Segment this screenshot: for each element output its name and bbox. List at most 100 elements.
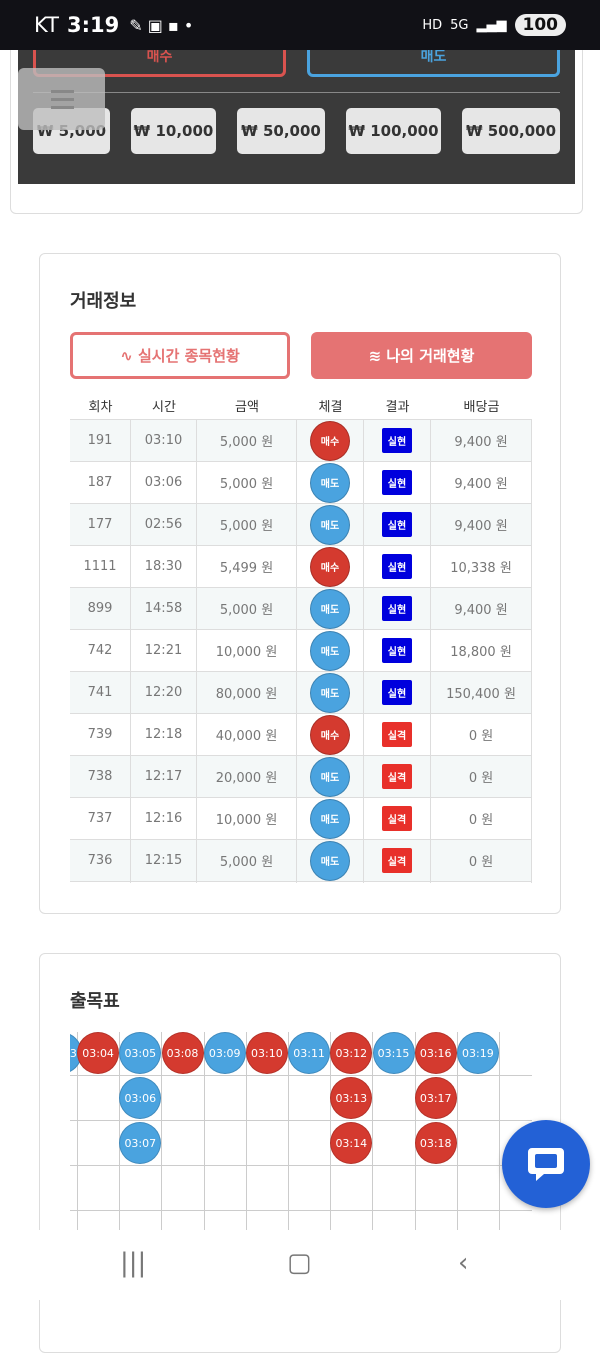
cell-time: 12:21: [131, 630, 197, 671]
buy-label: 매수: [146, 49, 173, 65]
cell-execution: 매도: [297, 630, 364, 671]
cell-amount: 10,000 원: [197, 798, 297, 839]
section-title: 출목표: [70, 991, 120, 1012]
result-badge: 실현: [381, 680, 413, 705]
cell-round: 899: [70, 588, 131, 629]
result-badge: 실격: [381, 722, 413, 747]
cell-execution: 매수: [297, 546, 364, 587]
amount-button-50000[interactable]: ₩ 50,000: [237, 108, 325, 154]
execution-badge: 매도: [310, 630, 350, 671]
cell-time: 12:17: [131, 756, 197, 797]
result-ball-sell: 03:05: [119, 1032, 162, 1074]
amount-button-10000[interactable]: ₩ 10,000: [131, 108, 216, 154]
cell-result: 실격: [364, 798, 431, 839]
table-row: 737 12:16 10,000 원 매도 실격 0 원: [70, 798, 532, 840]
result-ball-sell: 03:19: [456, 1032, 499, 1074]
cell-payout: 18,800 원: [431, 630, 532, 671]
cell-time: 18:30: [131, 546, 197, 587]
cell-payout: 0 원: [431, 714, 532, 755]
grid-line: [119, 1032, 121, 1232]
column-header: 회차: [88, 400, 113, 415]
carrier: KT: [34, 13, 59, 37]
cell-time: 12:15: [131, 840, 197, 881]
cell-round: 177: [70, 504, 131, 545]
cell-result: 실현: [364, 420, 431, 461]
grid-line: [70, 1210, 532, 1211]
cell-payout: 9,400 원: [431, 462, 532, 503]
execution-badge: 매수: [310, 714, 350, 755]
table-header: 회차 시간 금액 체결 결과 배당금: [70, 396, 532, 415]
result-ball-buy: 03:14: [330, 1122, 373, 1164]
home-icon[interactable]: ▢: [287, 1248, 312, 1278]
amount-button-500000[interactable]: ₩ 500,000: [462, 108, 560, 154]
cell-execution: 매도: [297, 840, 364, 881]
result-badge: 실격: [381, 848, 413, 873]
cell-amount: 5,499 원: [197, 546, 297, 587]
trade-table[interactable]: 191 03:10 5,000 원 매수 실현 9,400 원 187 03:06 5,000 …: [70, 419, 532, 883]
cell-round: 742: [70, 630, 131, 671]
tab-label: 나의 거래현황: [386, 347, 475, 365]
cell-payout: 9,400 원: [431, 588, 532, 629]
result-badge: 실현: [381, 554, 413, 579]
tab-live-status[interactable]: ∿ 실시간 종목현황: [70, 332, 290, 379]
cell-payout: 0 원: [431, 840, 532, 881]
column-header: 금액: [235, 400, 259, 415]
system-nav-bar: ||| ▢ ‹: [0, 1230, 600, 1300]
section-title: 거래정보: [70, 291, 137, 312]
cell-payout: 0 원: [431, 756, 532, 797]
result-ball-buy: 03:04: [77, 1032, 120, 1074]
result-badge: 실현: [381, 638, 413, 663]
result-ball-buy: 03:17: [414, 1077, 457, 1119]
sell-label: 매도: [420, 49, 447, 65]
cell-amount: [197, 882, 297, 883]
menu-button[interactable]: [18, 68, 105, 130]
execution-badge: 매도: [310, 756, 350, 797]
table-row: 742 12:21 10,000 원 매도 실현 18,800 원: [70, 630, 532, 672]
order-card: [10, 0, 583, 214]
execution-badge: 매도: [310, 672, 350, 713]
cell-round: 191: [70, 420, 131, 461]
divider: [33, 92, 560, 93]
cell-time: 12:20: [131, 672, 197, 713]
waves-icon: ≋: [368, 346, 387, 365]
grid-line: [245, 1032, 247, 1232]
cell-round: 738: [70, 756, 131, 797]
result-ball-buy: 03:16: [414, 1032, 457, 1074]
cell-execution: 매도: [297, 672, 364, 713]
cell-time: 03:10: [131, 420, 197, 461]
cell-payout: 0 원: [431, 798, 532, 839]
back-icon[interactable]: ‹: [458, 1248, 469, 1278]
cell-result: [364, 882, 431, 883]
grid-line: [330, 1032, 332, 1232]
cell-round: 741: [70, 672, 131, 713]
network-icon: 5G: [450, 17, 469, 33]
result-ball-sell: 03:09: [203, 1032, 246, 1074]
cell-round: [70, 882, 131, 883]
cell-result: 실격: [364, 840, 431, 881]
cell-amount: 5,000 원: [197, 588, 297, 629]
result-badge: 실격: [381, 806, 413, 831]
result-ball-buy: 03:18: [414, 1122, 457, 1164]
result-badge: 실현: [381, 470, 413, 495]
table-row: 739 12:18 40,000 원 매수 실격 0 원: [70, 714, 532, 756]
cell-amount: 5,000 원: [197, 840, 297, 881]
execution-badge: 매도: [310, 840, 350, 881]
column-header: 시간: [152, 400, 176, 415]
grid-line: [70, 1075, 532, 1076]
chat-button[interactable]: [502, 1120, 590, 1208]
cell-payout: 10,338 원: [431, 546, 532, 587]
tab-my-trades[interactable]: ≋ 나의 거래현황: [311, 332, 532, 379]
cell-result: 실현: [364, 546, 431, 587]
cell-time: 14:58: [131, 588, 197, 629]
cell-time: 12:16: [131, 798, 197, 839]
cell-result: 실현: [364, 462, 431, 503]
column-header: 배당금: [463, 400, 500, 415]
cell-time: [131, 882, 197, 883]
cell-payout: 9,400 원: [431, 420, 532, 461]
recent-apps-icon[interactable]: |||: [120, 1248, 147, 1278]
execution-badge: 매도: [310, 798, 350, 839]
amount-button-100000[interactable]: ₩ 100,000: [346, 108, 441, 154]
execution-badge: 매도: [310, 882, 350, 883]
result-badge: 실현: [381, 512, 413, 537]
table-row: 191 03:10 5,000 원 매수 실현 9,400 원: [70, 420, 532, 462]
